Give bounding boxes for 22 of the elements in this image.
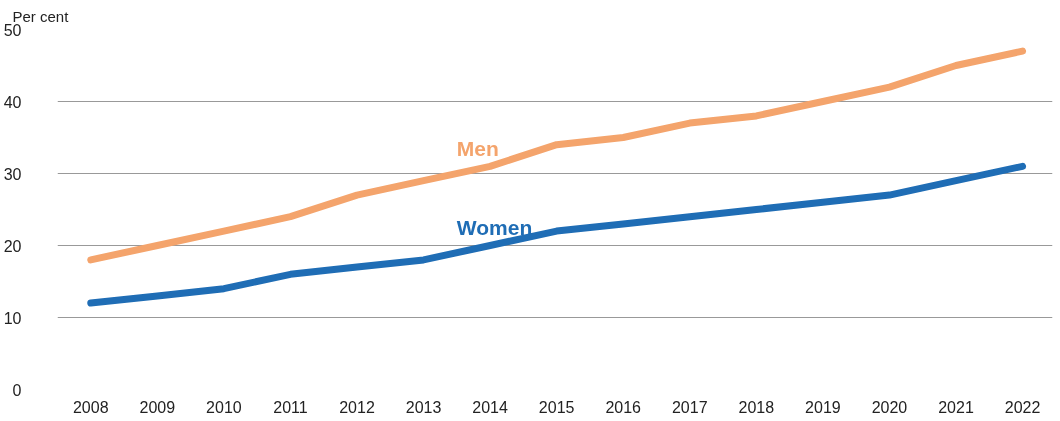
x-tick-label: 2008 [72,398,109,416]
y-tick-label: 30 [3,165,22,183]
x-tick-label: 2011 [273,398,308,416]
x-tick-label: 2020 [871,398,908,416]
x-tick-label: 2010 [206,398,242,416]
x-tick-label: 2022 [1004,398,1041,416]
x-tick-label: 2015 [538,398,575,416]
x-tick-label: 2012 [339,398,375,416]
x-tick-label: 2017 [671,398,708,416]
x-tick-label: 2019 [805,398,841,416]
y-tick-label: 0 [12,381,22,399]
x-tick-label: 2016 [605,398,642,416]
series-label: Women [456,215,533,239]
series-label: Men [456,136,499,160]
x-tick-label: 2014 [472,398,509,416]
x-tick-label: 2009 [139,398,176,416]
x-tick-label: 2021 [938,398,974,416]
y-tick-label: 10 [3,309,22,327]
x-tick-label: 2013 [405,398,442,416]
y-tick-label: 20 [3,237,22,255]
x-tick-label: 2018 [738,398,775,416]
y-tick-label: 40 [3,93,22,111]
